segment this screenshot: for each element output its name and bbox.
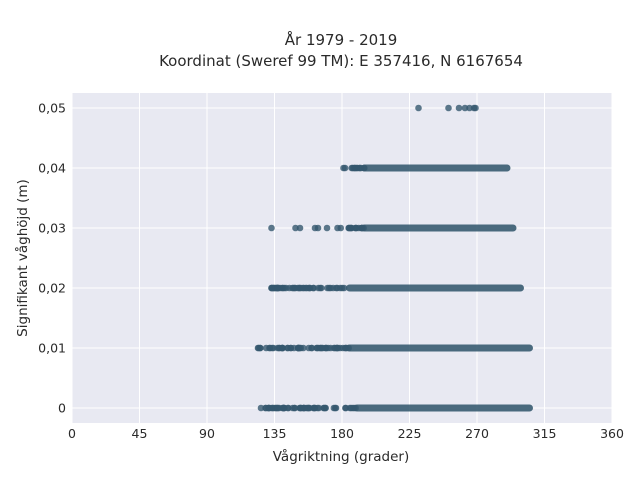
data-point-7 — [445, 104, 452, 112]
data-point — [262, 404, 269, 412]
data-point — [291, 284, 299, 292]
data-point — [308, 344, 316, 352]
y-tick-label-1: 0,01 — [38, 341, 66, 356]
data-point — [356, 164, 364, 172]
data-point-0 — [268, 224, 275, 232]
y-tick-label-3: 0,03 — [38, 221, 66, 236]
chart-title-line-1: År 1979 - 2019 — [285, 30, 398, 49]
data-point-12 — [472, 104, 479, 112]
data-point-6 — [415, 104, 422, 112]
x-axis-ticks: 0 45 90 135 180 225 270 315 360 — [68, 426, 624, 441]
data-point — [302, 284, 310, 292]
y-tick-label-4: 0,04 — [38, 161, 66, 176]
data-point — [358, 224, 366, 232]
x-tick-label-2: 90 — [199, 426, 215, 441]
data-point — [347, 224, 355, 232]
y-tick-label-0: 0 — [58, 401, 66, 416]
data-point — [338, 284, 346, 292]
data-point — [315, 404, 323, 412]
x-tick-label-6: 270 — [465, 426, 489, 441]
data-point — [310, 404, 317, 412]
data-point — [315, 284, 322, 292]
x-tick-label-3: 135 — [263, 426, 287, 441]
data-point — [352, 404, 359, 412]
y-tick-label-5: 0,05 — [38, 101, 66, 116]
data-point — [291, 404, 298, 412]
data-point — [268, 284, 275, 292]
x-tick-label-4: 180 — [330, 426, 354, 441]
data-point — [310, 284, 317, 292]
data-point — [342, 404, 350, 412]
data-point — [315, 344, 322, 352]
x-tick-label-0: 0 — [68, 426, 76, 441]
data-point-8 — [455, 104, 463, 112]
chart-title-line-2: Koordinat (Sweref 99 TM): E 357416, N 61… — [159, 52, 523, 70]
data-point — [287, 344, 295, 352]
data-point — [257, 404, 265, 412]
data-point — [350, 164, 358, 172]
x-tick-label-5: 225 — [398, 426, 422, 441]
data-point-4 — [314, 224, 322, 232]
data-point-5 — [323, 224, 331, 232]
data-point — [279, 404, 286, 412]
x-tick-label-7: 315 — [533, 426, 557, 441]
y-tick-label-2: 0,02 — [38, 281, 66, 296]
data-point — [297, 284, 305, 292]
data-point — [340, 164, 347, 172]
data-point — [330, 404, 338, 412]
data-point — [254, 344, 262, 352]
data-point — [345, 344, 352, 352]
data-point — [330, 344, 338, 352]
data-point — [297, 344, 305, 352]
y-axis-ticks: 0 0,01 0,02 0,03 0,04 0,05 — [38, 101, 66, 416]
y-axis-label: Signifikant våghöjd (m) — [14, 179, 31, 337]
data-point-2 — [296, 224, 304, 232]
data-point — [324, 284, 331, 292]
data-point — [334, 224, 341, 232]
data-points — [254, 104, 533, 412]
data-point — [282, 284, 290, 292]
data-point — [275, 344, 283, 352]
data-point — [297, 404, 304, 412]
x-tick-label-8: 360 — [600, 426, 624, 441]
x-axis-label: Vågriktning (grader) — [273, 448, 410, 465]
x-tick-label-1: 45 — [132, 426, 148, 441]
data-point — [320, 404, 327, 412]
data-point — [270, 344, 277, 352]
